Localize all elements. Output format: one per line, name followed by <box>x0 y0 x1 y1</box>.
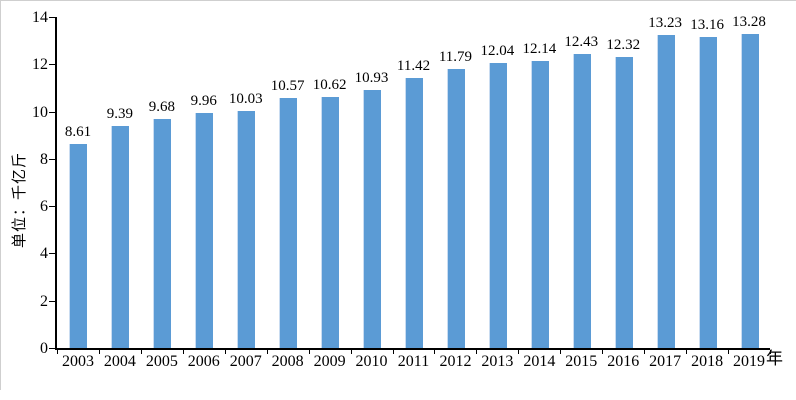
x-tick-mark <box>308 350 310 354</box>
y-tick-label: 6 <box>40 198 48 216</box>
x-tick-mark <box>350 350 352 354</box>
x-tick-mark <box>434 350 436 354</box>
y-tick-label: 14 <box>32 9 48 26</box>
x-tick-mark <box>57 350 58 354</box>
x-axis-unit-label: 年 <box>766 349 783 369</box>
bar-value-label: 9.96 <box>190 92 217 109</box>
bar <box>321 96 340 348</box>
x-tick-label: 2009 <box>313 353 346 370</box>
y-tick-mark <box>49 206 55 208</box>
y-tick-mark <box>49 300 55 302</box>
bar <box>405 77 423 348</box>
bar <box>153 119 172 348</box>
x-tick-label: 2014 <box>523 353 556 370</box>
x-tick-mark <box>140 350 142 354</box>
bar-value-label: 10.93 <box>354 69 389 86</box>
y-tick-mark <box>49 64 55 66</box>
bar <box>195 112 214 348</box>
x-axis-line <box>55 348 770 350</box>
bar <box>614 56 633 348</box>
y-tick-mark <box>49 253 55 255</box>
y-tick-mark <box>49 158 55 160</box>
bar <box>446 69 465 348</box>
x-tick-label: 2019 <box>733 353 766 370</box>
bar-value-label: 11.79 <box>438 49 473 66</box>
bar <box>530 60 549 348</box>
y-tick-label: 12 <box>32 56 48 74</box>
y-tick-label: 0 <box>40 340 48 357</box>
bar-value-label: 10.57 <box>270 78 305 95</box>
x-tick-label: 2010 <box>355 353 388 370</box>
bar-value-label: 13.28 <box>732 14 766 31</box>
page-border-left <box>0 0 1 390</box>
x-tick-label: 2018 <box>691 353 724 370</box>
x-tick-mark <box>686 350 688 354</box>
x-tick-label: 2008 <box>271 353 304 370</box>
x-tick-mark <box>602 350 604 354</box>
y-axis-line <box>55 17 57 350</box>
x-tick-mark <box>770 350 771 354</box>
bar-value-label: 12.14 <box>522 40 557 57</box>
x-tick-mark <box>392 350 394 354</box>
x-tick-label: 2003 <box>61 353 94 370</box>
bar <box>656 35 675 348</box>
bar <box>69 144 88 348</box>
bar <box>698 36 717 348</box>
x-tick-label: 2012 <box>439 353 472 370</box>
x-tick-label: 2017 <box>649 353 682 370</box>
x-tick-label: 2007 <box>229 353 262 370</box>
y-tick-mark <box>49 17 55 18</box>
x-tick-mark <box>560 350 562 354</box>
bar <box>488 63 507 348</box>
bar-value-label: 10.62 <box>312 76 347 93</box>
x-tick-mark <box>182 350 184 354</box>
y-tick-mark <box>49 348 55 349</box>
bar <box>111 125 130 348</box>
bar-value-label: 12.32 <box>606 36 641 53</box>
bar-value-label: 12.04 <box>480 43 515 60</box>
bar-value-label: 10.03 <box>228 90 263 107</box>
y-tick-label: 2 <box>40 292 48 310</box>
page-border-top <box>0 0 796 1</box>
bar-value-label: 8.61 <box>64 124 92 141</box>
x-tick-mark <box>98 350 100 354</box>
bar-value-label: 9.39 <box>106 105 134 122</box>
x-tick-label: 2011 <box>397 353 430 370</box>
bar-value-label: 13.23 <box>648 15 683 32</box>
bar-value-label: 9.68 <box>148 99 175 116</box>
x-tick-label: 2015 <box>565 353 598 370</box>
x-tick-mark <box>476 350 478 354</box>
bar <box>237 110 256 348</box>
bar <box>740 34 759 348</box>
x-tick-mark <box>644 350 646 354</box>
bar <box>572 54 591 348</box>
y-tick-label: 4 <box>40 245 48 263</box>
x-tick-mark <box>518 350 520 354</box>
x-tick-mark <box>728 350 730 354</box>
bar <box>363 89 382 348</box>
y-tick-label: 8 <box>40 150 48 168</box>
y-tick-mark <box>49 111 55 113</box>
x-tick-label: 2016 <box>607 353 640 370</box>
x-tick-label: 2013 <box>481 353 514 370</box>
y-tick-label: 10 <box>32 103 48 121</box>
bar-value-label: 13.16 <box>690 16 724 33</box>
bar-value-label: 11.42 <box>396 57 431 74</box>
x-tick-label: 2005 <box>145 353 178 370</box>
bar <box>279 98 298 348</box>
x-tick-mark <box>224 350 226 354</box>
bar-value-label: 12.43 <box>564 34 599 51</box>
x-tick-label: 2006 <box>187 353 220 370</box>
x-tick-label: 2004 <box>103 353 136 370</box>
x-tick-mark <box>266 350 268 354</box>
